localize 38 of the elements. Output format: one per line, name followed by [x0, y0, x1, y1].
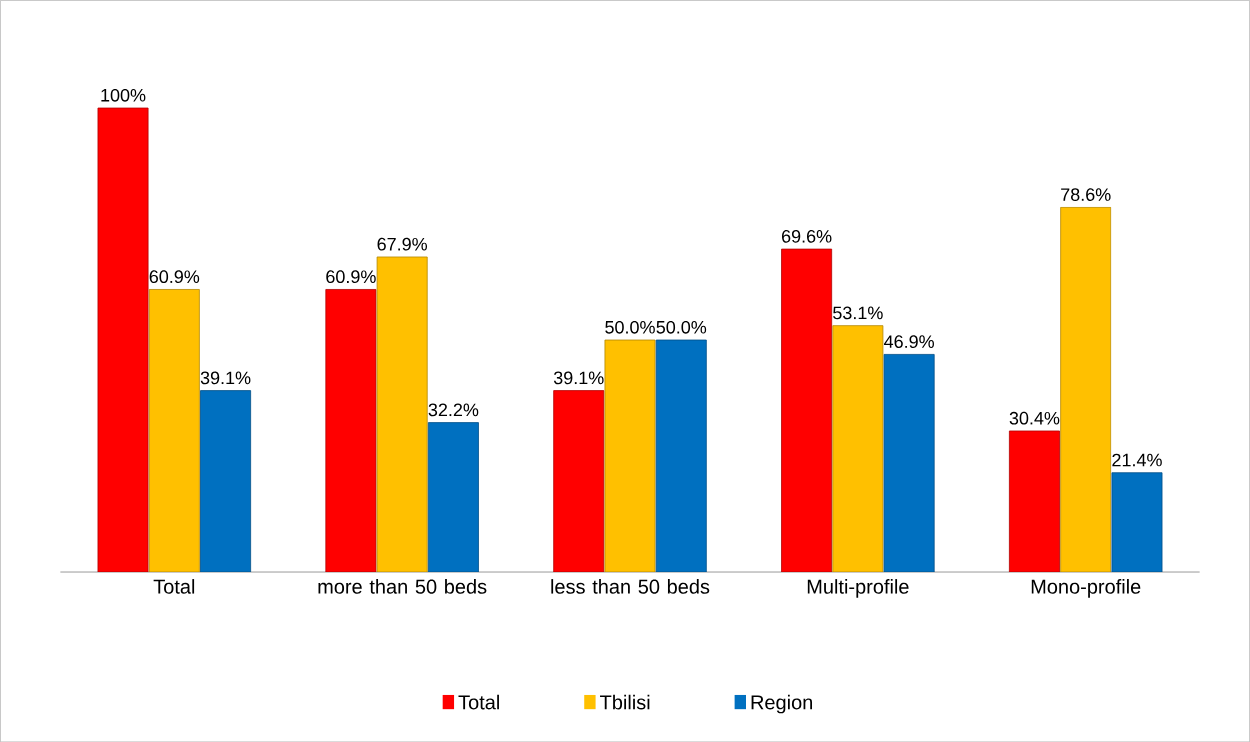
data-label: 100%	[101, 88, 146, 102]
bar	[97, 107, 149, 572]
data-label: 53.1%	[833, 306, 883, 320]
x-tick-label: more than 50 beds	[318, 578, 487, 594]
bar	[553, 390, 605, 572]
bar	[832, 325, 884, 572]
bar	[427, 422, 479, 572]
bar	[148, 288, 200, 572]
x-tick-label: less than 50 beds	[551, 578, 710, 594]
x-tick-label: Total	[153, 578, 195, 594]
data-label: 46.9%	[884, 335, 934, 348]
data-label: 67.9%	[377, 237, 428, 251]
data-label: 39.1%	[553, 371, 604, 385]
bar	[1008, 430, 1060, 572]
data-label: 50.0%	[605, 320, 655, 334]
bar	[883, 353, 935, 572]
bar	[1060, 206, 1112, 572]
bar	[781, 248, 833, 572]
data-label: 32.2%	[428, 403, 479, 417]
bar	[655, 339, 707, 572]
bar	[376, 256, 428, 572]
data-label: 39.1%	[200, 371, 251, 385]
data-label: 60.9%	[149, 270, 200, 283]
bar	[200, 390, 252, 572]
x-tick-label: Mono-profile	[1031, 578, 1141, 598]
bar	[604, 339, 656, 572]
bar	[1111, 472, 1163, 572]
data-label: 69.6%	[782, 229, 832, 243]
data-label: 60.9%	[326, 270, 376, 283]
legend-label: Tbilisi	[600, 694, 650, 710]
data-label: 78.6%	[1061, 188, 1111, 201]
legend-label: Total	[458, 694, 499, 710]
legend-label: Region	[751, 694, 813, 714]
bar	[325, 288, 377, 572]
data-label: 21.4%	[1112, 453, 1162, 467]
x-tick-label: Multi-profile	[807, 578, 909, 598]
data-label: 50.0%	[656, 320, 707, 334]
data-label: 30.4%	[1009, 411, 1060, 425]
